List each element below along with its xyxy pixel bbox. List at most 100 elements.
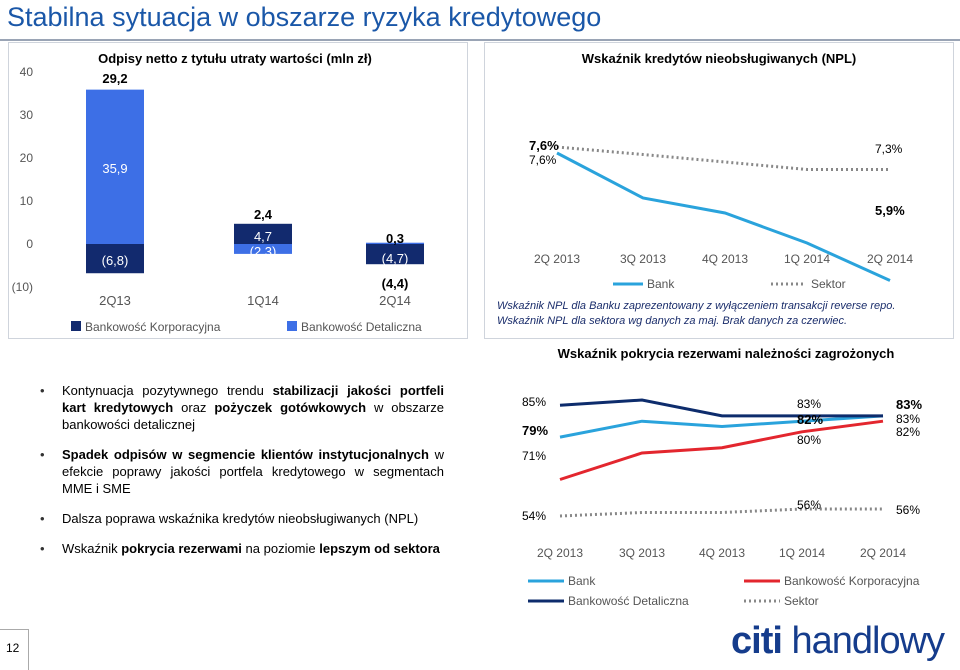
series-bank-line [559, 414, 884, 439]
bar-label: (6,8) [102, 253, 129, 268]
bar-detaliczna [86, 89, 144, 244]
data-label: 82% [896, 425, 920, 439]
bar-detaliczna [234, 244, 292, 254]
bullet-text: na poziomie [241, 541, 320, 556]
y-tick-label: 40 [20, 65, 34, 79]
total-label: 0,3 [386, 231, 404, 246]
npl-chart-panel: Wskaźnik kredytów nieobsługiwanych (NPL)… [484, 42, 954, 339]
bullet-text: pokrycia rezerwami [121, 541, 242, 556]
series-korporacyjna-line [559, 419, 884, 481]
total-label: 2,4 [254, 207, 273, 222]
coverage-chart: Wskaźnik pokrycia rezerwami należności z… [522, 346, 922, 608]
y-tick-label: (10) [12, 280, 33, 294]
bullet-text: w efekcie poprawy jakości portfela kredy… [62, 447, 445, 496]
data-label: 80% [797, 433, 821, 447]
bar-korporacyjna [366, 244, 424, 265]
data-label: 7,6% [529, 138, 559, 153]
x-tick-label: 2Q 2013 [534, 252, 580, 266]
page-title: Stabilna sytuacja w obszarze ryzyka kred… [7, 2, 602, 32]
page-number: 12 [6, 641, 20, 655]
bullet-text: Wskaźnik [62, 541, 122, 556]
legend-label: Sektor [811, 277, 846, 291]
series-sektor-line [559, 507, 883, 518]
bullet-item: Dalsza poprawa wskaźnika kredytów nieobs… [40, 510, 444, 527]
data-label: 56% [797, 498, 821, 512]
x-tick-label: 1Q14 [247, 293, 279, 308]
x-tick-label: 4Q 2013 [699, 546, 745, 560]
bar-korporacyjna [234, 223, 292, 244]
chart-note: Wskaźnik NPL dla Banku zaprezentowany z … [497, 300, 895, 312]
data-label: 56% [896, 503, 920, 517]
x-tick-label: 1Q 2014 [784, 252, 830, 266]
total-label: (4,4) [382, 276, 409, 291]
x-tick-label: 2Q 2013 [537, 546, 583, 560]
impairment-chart-panel: Odpisy netto z tytułu utraty wartości (m… [8, 42, 468, 339]
x-tick-label: 3Q 2013 [620, 252, 666, 266]
x-tick-label: 2Q 2014 [867, 252, 913, 266]
page-number-box [0, 629, 29, 670]
y-tick-label: 10 [20, 194, 34, 208]
data-label: 85% [522, 395, 546, 409]
chart-title: Odpisy netto z tytułu utraty wartości (m… [98, 51, 372, 66]
bullet-text: Kontynuacja pozytywnego trendu [62, 383, 273, 398]
legend-label: Bankowość Detaliczna [301, 320, 422, 334]
legend-label: Bank [568, 574, 596, 588]
data-label: 71% [522, 449, 546, 463]
bar-label: 35,9 [102, 161, 127, 176]
bullet-text: Dalsza poprawa wskaźnika kredytów nieobs… [62, 511, 419, 526]
data-label: 54% [522, 509, 546, 523]
data-label: 7,6% [529, 153, 557, 167]
bullet-item: Kontynuacja pozytywnego trendu stabiliza… [40, 382, 444, 433]
data-label: 5,9% [875, 203, 905, 218]
legend-label: Bank [647, 277, 675, 291]
data-label: 79% [522, 423, 548, 438]
bullet-item: Spadek odpisów w segmencie klientów inst… [40, 446, 444, 497]
legend-label: Bankowość Detaliczna [568, 594, 689, 608]
bullet-text: w obszarze bankowości detalicznej [62, 400, 444, 432]
impairment-chart: Odpisy netto z tytułu utraty wartości (m… [12, 51, 424, 334]
total-label: 29,2 [102, 71, 127, 86]
bar-label: (2,3) [250, 244, 277, 259]
bullet-list: Kontynuacja pozytywnego trendu stabiliza… [40, 382, 444, 570]
bullet-text: Spadek odpisów w segmencie klientów inst… [62, 447, 429, 462]
series-detaliczna-line [559, 398, 883, 418]
legend-label: Bankowość Korporacyjna [85, 320, 221, 334]
data-label: 83% [896, 397, 922, 412]
bar-label: 4,7 [254, 229, 272, 244]
bullet-text: oraz [173, 400, 215, 415]
x-tick-label: 2Q14 [379, 293, 411, 308]
bullet-text: lepszym od sektora [319, 541, 440, 556]
data-label: 7,3% [875, 142, 903, 156]
y-tick-label: 20 [20, 151, 34, 165]
y-tick-label: 30 [20, 108, 34, 122]
bullet-text: pożyczek gotówkowych [214, 400, 367, 415]
chart-title: Wskaźnik pokrycia rezerwami należności z… [558, 346, 895, 361]
data-label: 83% [797, 397, 821, 411]
citi-handlowy-logo: citi handlowy [731, 620, 945, 663]
data-label: 83% [896, 412, 920, 426]
coverage-chart-panel: Wskaźnik pokrycia rezerwami należności z… [484, 338, 960, 628]
logo-handlowy: handlowy [791, 620, 945, 662]
x-tick-label: 1Q 2014 [779, 546, 825, 560]
title-rule [0, 39, 960, 41]
legend-label: Bankowość Korporacyjna [784, 574, 920, 588]
legend-label: Sektor [784, 594, 819, 608]
legend-swatch-korporacyjna [71, 321, 81, 331]
series-sektor-line [556, 145, 890, 171]
series-bank-line [556, 151, 891, 282]
x-tick-label: 2Q13 [99, 293, 131, 308]
bar-korporacyjna [86, 244, 144, 274]
x-tick-label: 3Q 2013 [619, 546, 665, 560]
chart-note: Wskaźnik NPL dla sektora wg danych za ma… [497, 315, 847, 327]
x-tick-label: 2Q 2014 [860, 546, 906, 560]
bar-detaliczna [366, 242, 424, 244]
logo-citi: citi [731, 620, 783, 662]
legend-swatch-detaliczna [287, 321, 297, 331]
data-label: 82% [797, 412, 823, 427]
npl-chart: Wskaźnik kredytów nieobsługiwanych (NPL)… [497, 51, 913, 327]
bullet-text: stabilizacji jakości portfeli kart kredy… [62, 383, 444, 415]
chart-title: Wskaźnik kredytów nieobsługiwanych (NPL) [582, 51, 857, 66]
x-tick-label: 4Q 2013 [702, 252, 748, 266]
y-tick-label: 0 [26, 237, 33, 251]
bar-label: (4,7) [382, 251, 409, 266]
